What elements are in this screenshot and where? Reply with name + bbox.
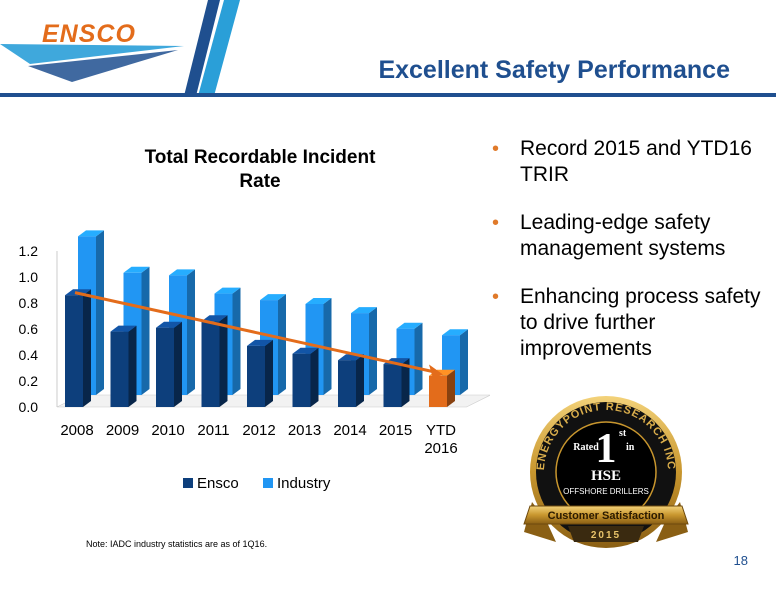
ensco-logo: ENSCO [0,0,250,96]
ensco-bar [338,360,356,407]
x-tick-label: 2013 [288,422,321,439]
ensco-bar-top [110,325,137,332]
industry-bar-side [323,298,332,395]
y-tick-label: 1.2 [19,243,39,259]
y-tick-label: 0.6 [19,321,39,337]
footnote: Note: IADC industry statistics are as of… [86,539,268,549]
ensco-bar [65,295,83,407]
ensco-bar [110,331,129,407]
badge-rated: Rated [573,442,599,453]
badge-rank: 1 [596,426,617,472]
legend-label-ensco: Ensco [197,475,239,492]
ensco-bar-side [401,358,410,407]
industry-bar-top [214,287,241,294]
ensco-bar [201,321,220,407]
badge-in: in [626,442,635,453]
ensco-bar-top [247,339,273,346]
bullet-dot-icon: • [492,286,500,308]
badge-year: 2015 [591,530,621,541]
trir-bar-chart: 0.0 0.2 0.4 0.6 0.8 1.0 1.2 2008 2009 2010 2011 201… [19,230,490,492]
y-tick-label: 0.2 [19,373,39,389]
ensco-bar [247,345,265,407]
ensco-bar [156,327,174,407]
legend-swatch-industry [263,478,273,488]
bullet-item: • Record 2015 and YTD16 TRIR [492,136,762,188]
industry-bar-side [141,266,150,395]
x-tick-label: 2010 [151,422,184,439]
ensco-bar-top [156,321,182,328]
y-tick-label: 1.0 [19,269,39,285]
industry-bar-top [396,322,423,329]
x-tick-label: 2012 [242,422,275,439]
chart-title: Total Recordable Incident Rate [144,147,376,192]
ensco-bar [429,375,447,407]
badge-ribbon: Customer Satisfaction [548,510,665,522]
header-divider [0,93,776,97]
industry-bar-side [187,269,195,395]
ensco-bar-side [174,321,182,407]
industry-bar-top [305,298,332,304]
ensco-bar-side [83,289,91,407]
legend-label-industry: Industry [277,475,331,492]
badge-segment: OFFSHORE DRILLERS [563,487,649,496]
x-tick-label: 2008 [60,422,93,439]
ensco-bar-side [447,369,455,407]
y-tick-label: 0.0 [19,399,39,415]
industry-bar-top [123,266,150,273]
ensco-bar-top [292,347,319,354]
industry-bar-top [169,269,195,276]
industry-bar-top [78,230,104,237]
industry-bar-side [460,329,468,395]
industry-bar-side [278,294,286,395]
industry-bar-side [96,230,104,395]
bullet-item: • Enhancing process safety to drive furth… [492,284,762,362]
trend-line [74,291,438,374]
industry-bar-top [351,307,377,314]
x-tick-label: YTD [426,422,456,439]
ensco-bar-top [201,315,228,322]
bullet-dot-icon: • [492,138,500,160]
industry-bar-top [442,329,468,336]
x-tick-label: 2015 [379,422,412,439]
industry-bar-top [260,294,286,301]
bullet-list: • Record 2015 and YTD16 TRIR • Leading-edg… [492,136,762,384]
badge-rank-suffix: st [619,428,627,439]
award-badge: ENERGYPOINT RESEARCH INC Rated 1 st in H… [516,392,696,567]
bullet-text: Record 2015 and YTD16 TRIR [520,137,752,186]
ensco-bar-side [356,354,364,407]
trend-arrow-icon [429,364,443,379]
bullet-text: Enhancing process safety to drive furthe… [520,285,761,360]
bullet-dot-icon: • [492,212,500,234]
bullet-text: Leading-edge safety management systems [520,211,726,260]
ensco-bar-side [128,325,137,407]
industry-bar-side [232,287,241,395]
x-tick-label: 2014 [333,422,366,439]
badge-category: HSE [591,468,621,484]
x-tick-label: 2016 [424,440,457,457]
y-tick-label: 0.8 [19,295,39,311]
ensco-bar-side [219,315,228,407]
y-tick-label: 0.4 [19,347,39,363]
industry-bar-side [414,322,423,395]
x-tick-label: 2009 [106,422,139,439]
bullet-item: • Leading-edge safety management systems [492,210,762,262]
logo-text: ENSCO [42,20,136,48]
page-title: Excellent Safety Performance [378,56,730,84]
ensco-bar [383,364,402,407]
ensco-bar-side [310,347,319,407]
page-number: 18 [733,553,748,568]
ensco-bar [292,353,311,407]
industry-bar-side [369,307,377,395]
legend-swatch-ensco [183,478,193,488]
x-tick-label: 2011 [197,422,229,439]
ensco-bar-side [265,339,273,407]
